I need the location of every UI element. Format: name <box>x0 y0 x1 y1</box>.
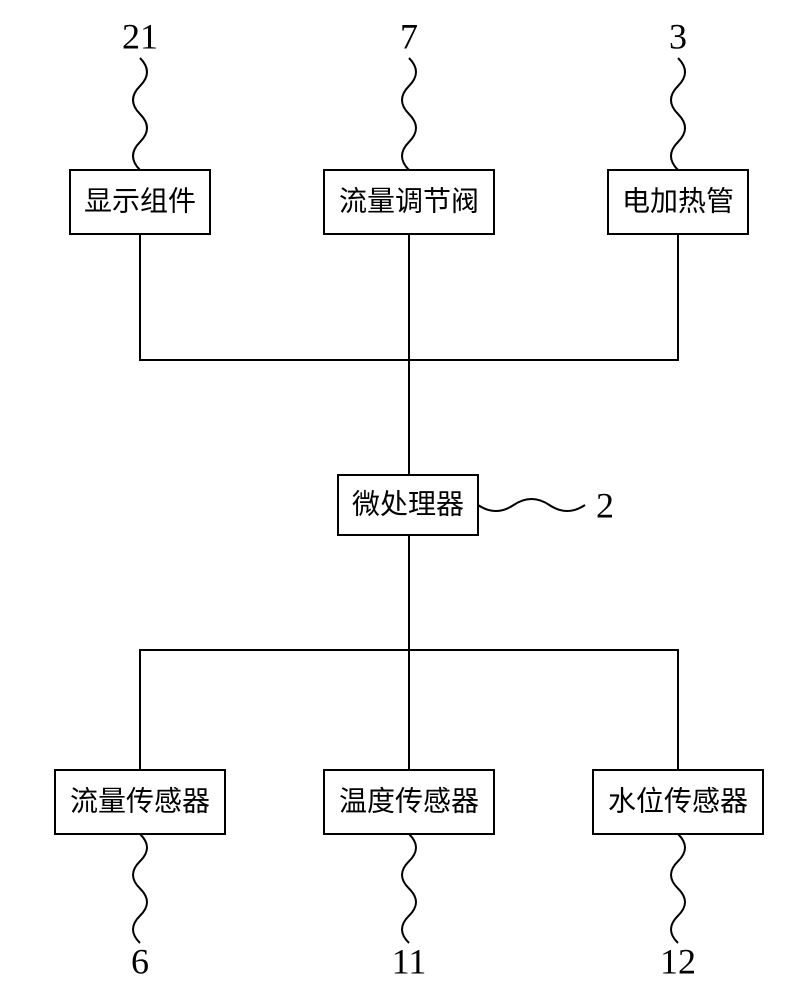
node-label: 微处理器 <box>352 488 464 520</box>
callout-bot_mid <box>402 834 416 943</box>
node-microprocessor: 微处理器 <box>338 475 478 535</box>
node-flow-valve: 流量调节阀 <box>324 170 494 234</box>
node-label: 水位传感器 <box>608 785 748 817</box>
edge-top-right <box>408 234 678 360</box>
callout-num-bot_left: 6 <box>131 941 149 981</box>
callout-num-bot_right: 12 <box>660 941 696 981</box>
callout-num-bot_mid: 11 <box>392 941 427 981</box>
node-label: 流量调节阀 <box>339 185 479 217</box>
callout-top_mid <box>402 58 416 170</box>
callout-bot_right <box>671 834 685 943</box>
callout-center <box>478 499 585 511</box>
node-display-component: 显示组件 <box>70 170 210 234</box>
node-label: 电加热管 <box>622 185 734 217</box>
edge-bot-right <box>408 650 678 770</box>
callout-top_left <box>133 58 147 170</box>
edge-bot-left <box>140 650 408 770</box>
block-diagram: 显示组件 流量调节阀 电加热管 微处理器 流量传感器 温度传感器 水位传感器 2… <box>0 0 788 1000</box>
node-heater: 电加热管 <box>608 170 748 234</box>
callout-top_right <box>671 58 685 170</box>
node-flow-sensor: 流量传感器 <box>55 770 225 834</box>
callout-num-top_left: 21 <box>122 16 158 56</box>
callout-num-top_mid: 7 <box>400 16 418 56</box>
node-label: 温度传感器 <box>339 785 479 817</box>
edge-top-left <box>140 234 408 360</box>
callout-num-top_right: 3 <box>669 16 687 56</box>
node-temp-sensor: 温度传感器 <box>324 770 494 834</box>
node-label: 流量传感器 <box>70 785 210 817</box>
callout-num-center: 2 <box>596 485 614 525</box>
node-level-sensor: 水位传感器 <box>593 770 763 834</box>
node-label: 显示组件 <box>84 185 196 217</box>
callout-bot_left <box>133 834 147 943</box>
